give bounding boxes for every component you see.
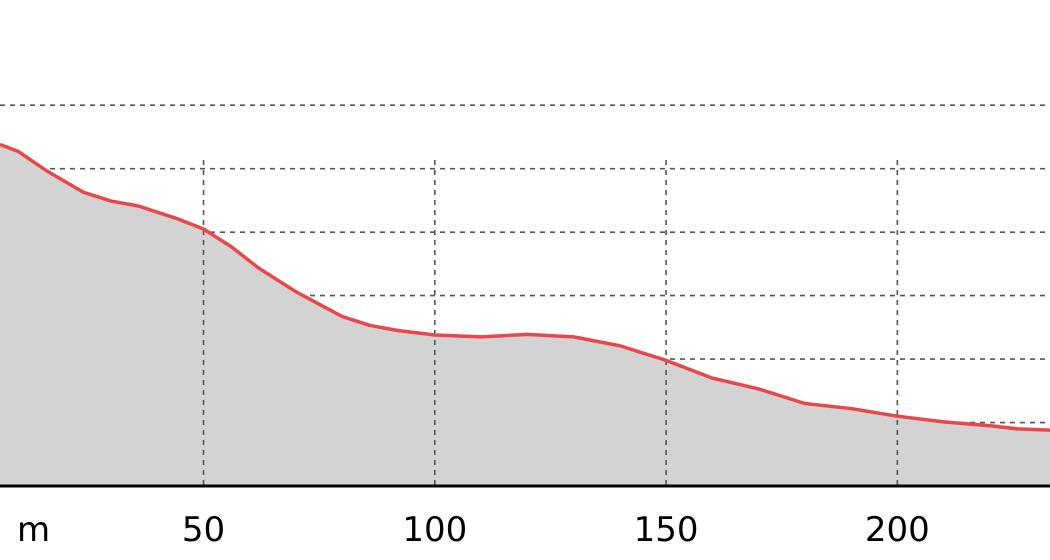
elevation-line <box>0 142 1050 432</box>
x-tick-label-150: 150 <box>634 510 699 550</box>
vertical-gridlines <box>202 160 899 486</box>
x-tick-labels: 50 100 150 200 <box>182 510 930 550</box>
elevation-area-fill <box>0 144 1050 486</box>
x-tick-label-50: 50 <box>182 510 225 550</box>
x-unit-label: m <box>17 510 50 550</box>
x-tick-label-100: 100 <box>402 510 467 550</box>
x-tick-label-200: 200 <box>865 510 930 550</box>
